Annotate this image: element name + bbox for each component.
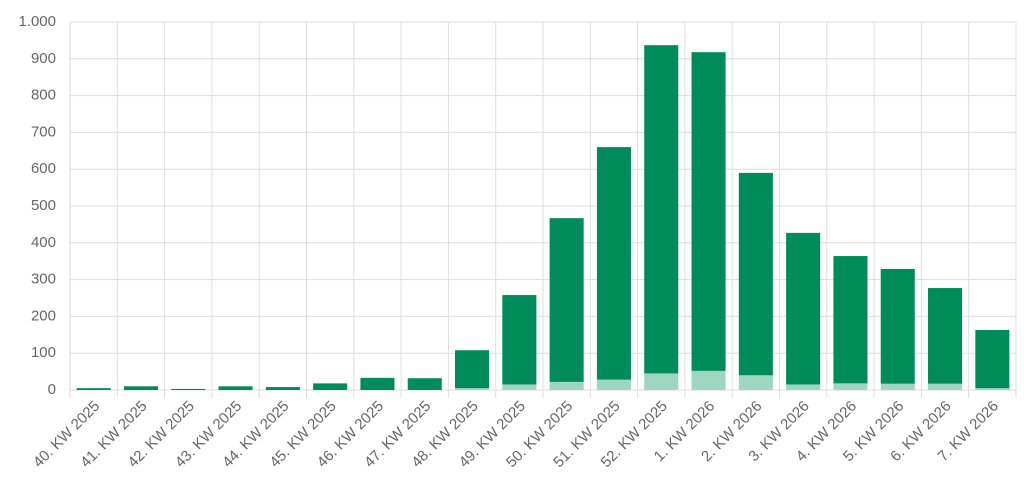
bar-segment	[218, 386, 253, 390]
bar-segment	[265, 387, 300, 390]
bar-segment	[975, 330, 1010, 389]
bar-segment	[644, 45, 679, 374]
bar-segment	[123, 386, 158, 390]
y-tick-label: 800	[31, 87, 56, 104]
bar-segment	[502, 295, 537, 385]
bar-segment	[455, 388, 490, 390]
bar-segment	[691, 370, 726, 390]
bar-segment	[928, 383, 963, 390]
bar-segment	[549, 381, 584, 390]
bar-segment	[975, 388, 1010, 390]
bar-segment	[691, 52, 726, 371]
bar-segment	[833, 256, 868, 384]
y-tick-label: 600	[31, 160, 56, 177]
y-tick-label: 700	[31, 123, 56, 140]
bar-segment	[502, 384, 537, 390]
y-tick-label: 1.000	[18, 13, 56, 30]
bar-segment	[407, 378, 442, 390]
bar-segment	[928, 288, 963, 384]
y-tick-label: 300	[31, 271, 56, 288]
bar-segment	[833, 383, 868, 390]
bar-segment	[596, 147, 631, 380]
bar-segment	[880, 268, 915, 384]
bar-segment	[738, 172, 773, 376]
bar-segment	[880, 383, 915, 390]
bar-segment	[786, 232, 821, 385]
bar-segment	[786, 384, 821, 390]
y-tick-label: 200	[31, 307, 56, 324]
y-tick-label: 400	[31, 234, 56, 251]
y-tick-label: 500	[31, 197, 56, 214]
bar-segment	[360, 377, 395, 390]
y-tick-label: 100	[31, 344, 56, 361]
bar-segment	[644, 373, 679, 390]
y-tick-label: 900	[31, 50, 56, 67]
bar-segment	[738, 375, 773, 390]
bar-segment	[76, 388, 111, 390]
bar-segment	[171, 388, 206, 390]
bar-segment	[455, 350, 490, 389]
bar-segment	[596, 379, 631, 390]
y-tick-label: 0	[48, 381, 56, 398]
bar-segment	[549, 218, 584, 382]
bar-segment	[313, 383, 348, 390]
